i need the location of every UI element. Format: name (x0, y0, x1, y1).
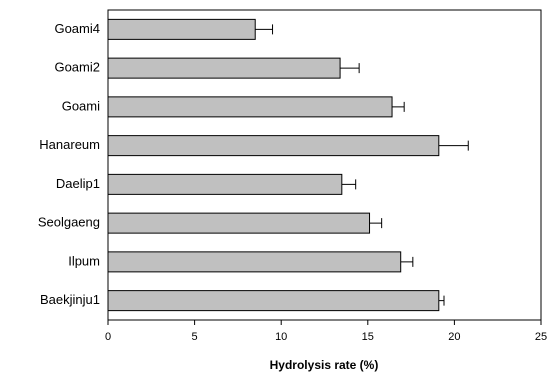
x-tick-label: 25 (535, 331, 547, 343)
bar (107, 135, 440, 157)
y-tick-label: Goami4 (54, 21, 100, 36)
x-tick-label: 5 (192, 331, 198, 343)
bar (107, 251, 402, 273)
bar (107, 96, 393, 118)
y-tick-label: Goami (62, 98, 100, 113)
x-axis-label: Hydrolysis rate (%) (270, 358, 379, 372)
x-tick-label: 10 (275, 331, 287, 343)
x-tick-label: 15 (362, 331, 374, 343)
bar (107, 173, 343, 195)
y-tick-label: Seolgaeng (38, 215, 100, 230)
bar (107, 212, 371, 234)
plot-frame (107, 9, 542, 321)
y-tick-label: Hanareum (39, 137, 100, 152)
x-tick-label: 0 (105, 331, 111, 343)
x-tick-label: 20 (448, 331, 460, 343)
y-tick-label: Ilpum (68, 253, 100, 268)
y-tick-label: Daelip1 (56, 176, 100, 191)
bar (107, 18, 256, 40)
bar (107, 290, 440, 312)
bar (107, 57, 341, 79)
y-tick-label: Goami2 (54, 60, 100, 75)
y-tick-label: Baekjinju1 (40, 292, 100, 307)
